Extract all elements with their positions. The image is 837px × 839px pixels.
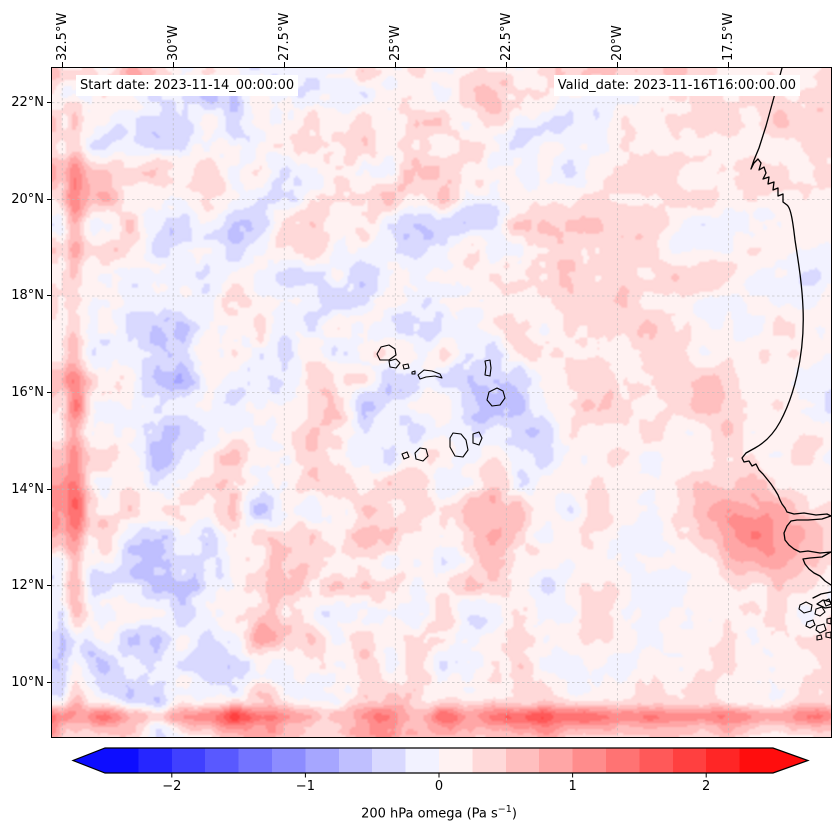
y-tick-label: 14°N [11,481,44,497]
colorbar-tick-label: 2 [702,779,711,794]
x-tick-label: 22.5°W [498,12,514,61]
y-tick-label: 18°N [11,288,44,304]
y-tick-label: 22°N [11,95,44,111]
x-tick-label: 20°W [609,25,625,61]
colorbar-label-text: 200 hPa omega (Pa s [361,806,498,822]
y-tick-label: 16°N [11,385,44,401]
x-tick [394,62,396,68]
colorbar-bar [71,747,810,774]
x-tick-label: 27.5°W [276,12,292,61]
omega-heatmap-canvas [52,68,831,737]
x-tick-label: 30°W [165,25,181,61]
colorbar [71,747,810,778]
x-tick-label: 32.5°W [54,12,70,61]
x-tick-label: 17.5°W [720,12,736,61]
x-tick [283,62,285,68]
y-tick [46,198,52,200]
start-date-label: Start date: 2023-11-14_00:00:00 [76,75,299,96]
x-tick [727,62,729,68]
y-tick-label: 20°N [11,191,44,207]
y-tick [46,585,52,587]
colorbar-label-superscript: −1 [497,804,512,815]
x-tick [505,62,507,68]
y-tick [46,295,52,297]
y-tick [46,392,52,394]
y-tick [46,102,52,104]
x-tick [172,62,174,68]
colorbar-tick-label: −1 [295,779,315,794]
x-tick [616,62,618,68]
x-tick-label: 25°W [387,25,403,61]
y-tick-label: 10°N [11,674,44,690]
x-tick [61,62,63,68]
colorbar-tick-label: 0 [434,779,444,794]
colorbar-label: 200 hPa omega (Pa s−1) [289,801,589,822]
y-tick [46,488,52,490]
colorbar-tick-label: −2 [162,779,182,794]
colorbar-label-suffix: ) [511,806,517,822]
y-tick [46,681,52,683]
valid-date-label: Valid_date: 2023-11-16T16:00:00.00 [553,75,800,96]
colorbar-tick-label: 1 [568,779,577,794]
y-tick-label: 12°N [11,578,44,594]
